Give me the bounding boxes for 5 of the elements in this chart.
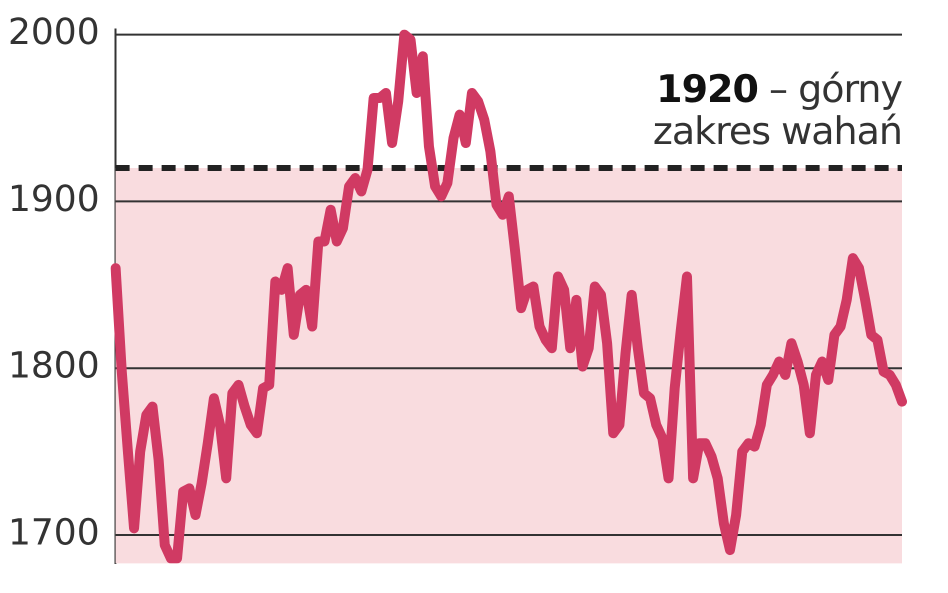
y-tick-label: 1900	[8, 178, 100, 220]
y-tick-label: 2000	[8, 12, 100, 53]
y-tick-label: 1700	[8, 512, 100, 554]
y-tick-label: 1800	[8, 346, 100, 387]
ref-line-label: 1920 – górny zakres wahań	[652, 67, 902, 154]
